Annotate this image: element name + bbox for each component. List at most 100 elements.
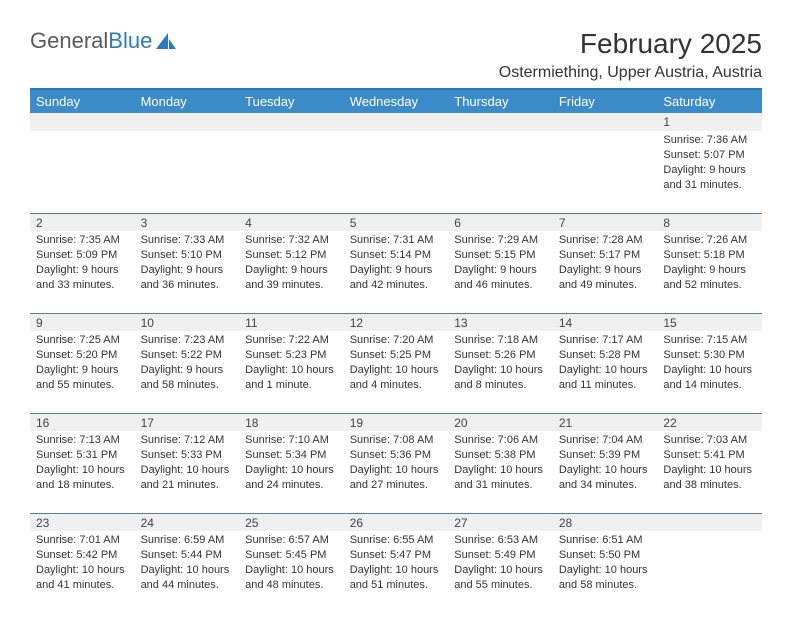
daylight-text: and 39 minutes. [245,278,338,293]
day-cell: Sunrise: 7:04 AMSunset: 5:39 PMDaylight:… [553,431,658,513]
sunrise-text: Sunrise: 7:33 AM [141,233,234,248]
day-number: 17 [135,413,240,431]
day-number [344,113,449,131]
daylight-text: Daylight: 10 hours [663,463,756,478]
sunset-text: Sunset: 5:50 PM [559,548,652,563]
sunset-text: Sunset: 5:31 PM [36,448,129,463]
day-content-row: Sunrise: 7:01 AMSunset: 5:42 PMDaylight:… [30,531,762,613]
sunrise-text: Sunrise: 7:06 AM [454,433,547,448]
title-block: February 2025 Ostermiething, Upper Austr… [499,28,762,82]
day-number [239,113,344,131]
daylight-text: and 36 minutes. [141,278,234,293]
day-number: 1 [657,113,762,131]
day-number: 18 [239,413,344,431]
daylight-text: Daylight: 9 hours [350,263,443,278]
day-cell: Sunrise: 7:25 AMSunset: 5:20 PMDaylight:… [30,331,135,413]
day-header: Saturday [657,90,762,113]
day-number-row: 2345678 [30,213,762,231]
daylight-text: and 21 minutes. [141,478,234,493]
calendar-page: GeneralBlue February 2025 Ostermiething,… [0,0,792,633]
header: GeneralBlue February 2025 Ostermiething,… [30,28,762,82]
sunset-text: Sunset: 5:42 PM [36,548,129,563]
day-number: 26 [344,513,449,531]
day-number: 7 [553,213,658,231]
day-number: 22 [657,413,762,431]
daylight-text: Daylight: 9 hours [36,263,129,278]
day-cell: Sunrise: 6:53 AMSunset: 5:49 PMDaylight:… [448,531,553,613]
daylight-text: and 31 minutes. [663,178,756,193]
day-cell: Sunrise: 7:23 AMSunset: 5:22 PMDaylight:… [135,331,240,413]
sunset-text: Sunset: 5:25 PM [350,348,443,363]
sunset-text: Sunset: 5:26 PM [454,348,547,363]
day-cell: Sunrise: 7:26 AMSunset: 5:18 PMDaylight:… [657,231,762,313]
day-cell [448,131,553,213]
daylight-text: Daylight: 9 hours [36,363,129,378]
daylight-text: Daylight: 10 hours [559,463,652,478]
daylight-text: and 55 minutes. [36,378,129,393]
day-content-row: Sunrise: 7:25 AMSunset: 5:20 PMDaylight:… [30,331,762,413]
daylight-text: Daylight: 10 hours [245,563,338,578]
day-number: 19 [344,413,449,431]
day-number: 14 [553,313,658,331]
daylight-text: Daylight: 9 hours [559,263,652,278]
day-number: 13 [448,313,553,331]
sunrise-text: Sunrise: 7:04 AM [559,433,652,448]
sunrise-text: Sunrise: 7:31 AM [350,233,443,248]
sunset-text: Sunset: 5:23 PM [245,348,338,363]
day-number: 2 [30,213,135,231]
sunrise-text: Sunrise: 7:18 AM [454,333,547,348]
daylight-text: Daylight: 10 hours [141,563,234,578]
daylight-text: and 34 minutes. [559,478,652,493]
day-cell: Sunrise: 7:22 AMSunset: 5:23 PMDaylight:… [239,331,344,413]
day-header: Sunday [30,90,135,113]
day-header: Friday [553,90,658,113]
sunset-text: Sunset: 5:22 PM [141,348,234,363]
day-number: 11 [239,313,344,331]
daylight-text: Daylight: 10 hours [454,563,547,578]
day-number: 20 [448,413,553,431]
day-cell: Sunrise: 7:01 AMSunset: 5:42 PMDaylight:… [30,531,135,613]
sunrise-text: Sunrise: 6:51 AM [559,533,652,548]
day-cell: Sunrise: 7:31 AMSunset: 5:14 PMDaylight:… [344,231,449,313]
day-cell [239,131,344,213]
sunset-text: Sunset: 5:18 PM [663,248,756,263]
sunrise-text: Sunrise: 7:17 AM [559,333,652,348]
day-cell: Sunrise: 7:10 AMSunset: 5:34 PMDaylight:… [239,431,344,513]
daylight-text: Daylight: 10 hours [559,363,652,378]
day-content-row: Sunrise: 7:13 AMSunset: 5:31 PMDaylight:… [30,431,762,513]
daylight-text: Daylight: 9 hours [663,263,756,278]
daylight-text: Daylight: 10 hours [350,363,443,378]
daylight-text: Daylight: 10 hours [245,363,338,378]
sunset-text: Sunset: 5:44 PM [141,548,234,563]
day-cell: Sunrise: 7:17 AMSunset: 5:28 PMDaylight:… [553,331,658,413]
sunset-text: Sunset: 5:45 PM [245,548,338,563]
day-number: 23 [30,513,135,531]
daylight-text: and 58 minutes. [141,378,234,393]
day-cell [135,131,240,213]
day-header: Wednesday [344,90,449,113]
day-cell [344,131,449,213]
daylight-text: and 41 minutes. [36,578,129,593]
day-cell [657,531,762,613]
sunset-text: Sunset: 5:10 PM [141,248,234,263]
sunrise-text: Sunrise: 7:08 AM [350,433,443,448]
sunset-text: Sunset: 5:20 PM [36,348,129,363]
day-number: 10 [135,313,240,331]
sunset-text: Sunset: 5:34 PM [245,448,338,463]
sunset-text: Sunset: 5:28 PM [559,348,652,363]
daylight-text: Daylight: 9 hours [245,263,338,278]
day-cell: Sunrise: 6:57 AMSunset: 5:45 PMDaylight:… [239,531,344,613]
day-number [30,113,135,131]
day-number [553,113,658,131]
daylight-text: Daylight: 10 hours [454,463,547,478]
day-cell: Sunrise: 7:13 AMSunset: 5:31 PMDaylight:… [30,431,135,513]
day-cell: Sunrise: 7:15 AMSunset: 5:30 PMDaylight:… [657,331,762,413]
day-number [448,113,553,131]
sunrise-text: Sunrise: 6:55 AM [350,533,443,548]
day-number: 21 [553,413,658,431]
sunset-text: Sunset: 5:17 PM [559,248,652,263]
sunrise-text: Sunrise: 7:29 AM [454,233,547,248]
day-number: 8 [657,213,762,231]
logo-text-1: General [30,28,108,54]
daylight-text: and 44 minutes. [141,578,234,593]
